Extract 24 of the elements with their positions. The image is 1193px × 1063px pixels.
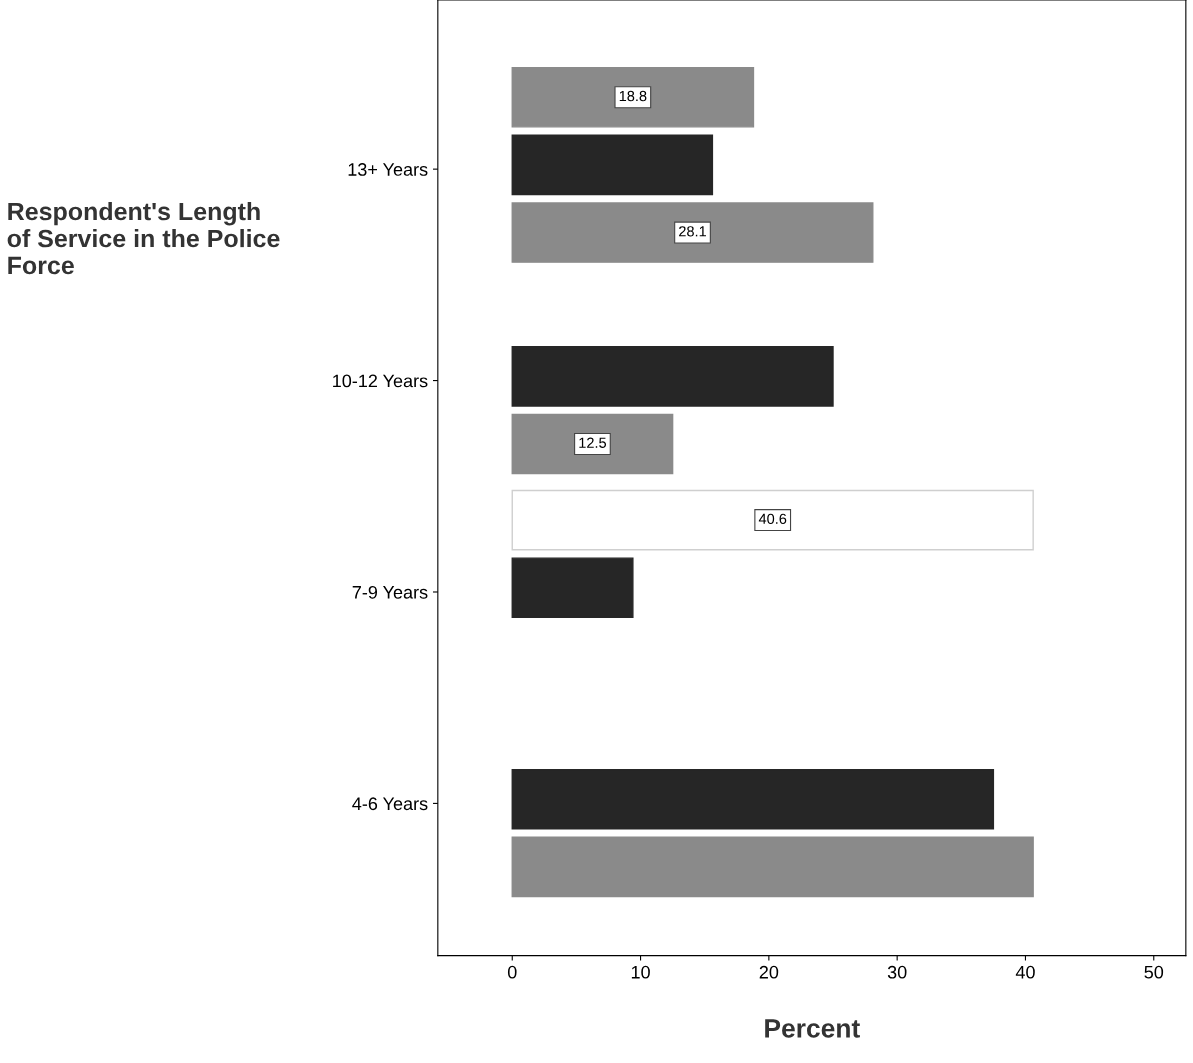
bar [511,836,1034,898]
bar [511,489,1034,551]
bar [511,134,714,196]
x-tick-label: 10 [631,965,650,979]
data-label: 28.1 [679,226,706,237]
x-tick-label: 0 [507,965,517,979]
bar [511,346,834,407]
bar [511,768,995,830]
x-tick-label: 50 [1144,965,1164,979]
bar [511,202,874,263]
x-tick-label: 20 [759,965,779,979]
x-tick-label: 40 [1015,965,1035,979]
bar [511,413,674,475]
data-label: 12.5 [579,437,607,448]
data-label: 40.6 [758,513,787,525]
y-tick-label: 7-9 Years [352,585,428,599]
y-axis-title: Respondent's Length of Service in the Police Force [7,201,280,275]
x-tick-label: 30 [887,965,907,979]
y-tick-label: 10-12 Years [333,374,428,388]
y-tick-label: 13+ Years [348,163,428,176]
bar [511,557,634,619]
data-label: 18.8 [619,90,647,102]
y-tick-label: 4-6 Years [352,797,428,811]
x-axis-title: Percent [765,1019,860,1038]
